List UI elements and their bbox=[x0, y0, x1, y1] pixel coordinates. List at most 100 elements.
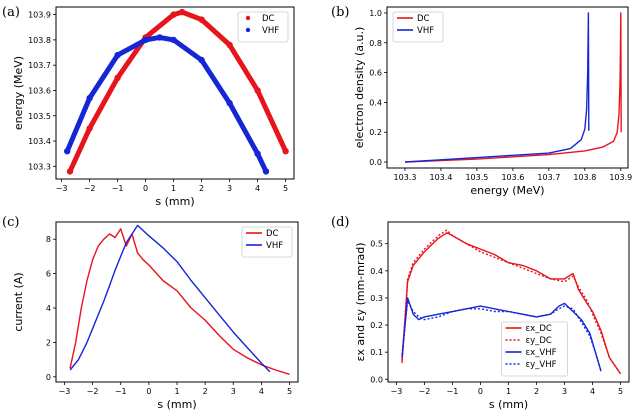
panel-b: (b) 103.3 103.4 103.5 103.6 103.7 103.8 103.9 0.… bbox=[331, 5, 632, 197]
y-axis-label: energy (MeV) bbox=[12, 56, 25, 130]
x-tick-label: 4 bbox=[590, 387, 595, 396]
x-tick-label: 5 bbox=[283, 184, 288, 193]
axes-frame-a bbox=[55, 6, 295, 180]
y-tick-label: 0.2 bbox=[370, 321, 383, 330]
x-tick-label: 103.6 bbox=[501, 173, 524, 182]
series-line-d-3 bbox=[401, 299, 602, 372]
legend-a: DC VHF bbox=[237, 11, 289, 43]
x-tick-label: 2 bbox=[534, 387, 539, 396]
legend-marker bbox=[245, 27, 251, 33]
series-line-d-1 bbox=[401, 229, 622, 375]
x-tick-label: −1 bbox=[115, 387, 127, 396]
panel-label-c: (c) bbox=[2, 215, 19, 230]
x-tick-label: 5 bbox=[287, 387, 292, 396]
x-tick-label: 3 bbox=[231, 387, 236, 396]
y-tick-label: 0 bbox=[46, 373, 51, 382]
x-tick-label: 3 bbox=[227, 184, 232, 193]
y-tick-label: 1.0 bbox=[369, 9, 382, 18]
y-tick-label: 0.8 bbox=[369, 39, 382, 48]
x-axis-label: s (mm) bbox=[155, 195, 194, 208]
x-tick-label: 1 bbox=[171, 184, 176, 193]
x-tick-label: 103.7 bbox=[537, 173, 560, 182]
x-tick-label: 1 bbox=[174, 387, 179, 396]
legend-label: VHF bbox=[262, 26, 279, 36]
legend-label: εy_DC bbox=[526, 336, 552, 346]
legend-box bbox=[501, 321, 568, 377]
y-tick-label: 103.4 bbox=[28, 137, 51, 146]
legend-c: DC VHF bbox=[241, 226, 293, 258]
panel-d: (d) −3 −2 −1 0 1 2 3 4 5 0.0 0.1 0.2 0.3 0.4 0.5 s (mm) ε… bbox=[331, 215, 630, 411]
y-tick-label: 103.9 bbox=[28, 11, 51, 20]
x-tick-label: 103.8 bbox=[573, 173, 596, 182]
x-axis-label: s (mm) bbox=[157, 398, 196, 411]
legend-label: VHF bbox=[266, 241, 283, 251]
y-tick-label: 4 bbox=[46, 304, 51, 313]
x-tick-label: −2 bbox=[84, 184, 96, 193]
x-tick-label: 103.9 bbox=[609, 173, 632, 182]
x-tick-label: 0 bbox=[478, 387, 483, 396]
x-tick-label: 4 bbox=[255, 184, 260, 193]
legend-label: εx_DC bbox=[526, 324, 552, 334]
y-tick-label: 8 bbox=[46, 235, 51, 244]
x-axis-label: s (mm) bbox=[489, 398, 528, 411]
y-tick-label: 0.0 bbox=[369, 158, 382, 167]
y-axis-label: current (A) bbox=[12, 272, 25, 331]
panel-a: (a) −3 −2 −1 0 1 2 3 4 5 103.3 103.4 103.5 103.6 103.7… bbox=[2, 5, 295, 208]
y-tick-label: 0.4 bbox=[370, 267, 383, 276]
legend-label: DC bbox=[266, 229, 279, 239]
y-tick-label: 2 bbox=[46, 338, 51, 347]
y-tick-label: 103.8 bbox=[28, 36, 51, 45]
panel-label-d: (d) bbox=[331, 215, 349, 230]
y-tick-label: 0.4 bbox=[369, 98, 382, 107]
legend-box bbox=[237, 11, 289, 43]
y-tick-label: 0.1 bbox=[370, 348, 383, 357]
x-tick-label: −3 bbox=[391, 387, 403, 396]
x-tick-label: −1 bbox=[447, 387, 459, 396]
x-tick-label: −2 bbox=[419, 387, 431, 396]
legend-label: εy_VHF bbox=[526, 360, 557, 370]
y-axis-label: electron density (a.u.) bbox=[353, 27, 366, 149]
x-tick-label: −3 bbox=[59, 387, 71, 396]
x-tick-label: 1 bbox=[506, 387, 511, 396]
series-line-b-1 bbox=[404, 12, 590, 163]
series-line-b-0 bbox=[404, 12, 622, 163]
x-tick-label: 2 bbox=[203, 387, 208, 396]
series-trace bbox=[67, 9, 289, 174]
x-tick-label: 2 bbox=[199, 184, 204, 193]
y-tick-label: 0.0 bbox=[370, 375, 383, 384]
x-tick-label: 0 bbox=[146, 387, 151, 396]
y-axis-label: εx and εy (mm-mrad) bbox=[354, 242, 367, 361]
legend-label: DC bbox=[262, 14, 275, 24]
x-tick-label: 103.3 bbox=[394, 173, 417, 182]
series-a-vhf bbox=[63, 34, 270, 175]
series-trace bbox=[64, 34, 269, 174]
x-tick-label: −3 bbox=[56, 184, 68, 193]
x-tick-label: 103.4 bbox=[430, 173, 453, 182]
axes-frame-b bbox=[386, 6, 629, 169]
y-tick-label: 0.3 bbox=[370, 294, 383, 303]
legend-box bbox=[392, 11, 444, 43]
y-tick-label: 103.5 bbox=[28, 112, 51, 121]
y-tick-label: 103.7 bbox=[28, 61, 51, 70]
x-tick-label: −1 bbox=[112, 184, 124, 193]
y-tick-label: 0.5 bbox=[370, 240, 383, 249]
legend-box bbox=[241, 226, 293, 258]
x-tick-label: 0 bbox=[143, 184, 148, 193]
panel-label-b: (b) bbox=[331, 5, 349, 20]
x-tick-label: 3 bbox=[562, 387, 567, 396]
x-tick-label: 103.5 bbox=[465, 173, 488, 182]
series-line-c-1 bbox=[69, 224, 271, 373]
legend-label: εx_VHF bbox=[526, 348, 557, 358]
legend-label: DC bbox=[417, 14, 430, 24]
legend-label: VHF bbox=[417, 26, 434, 36]
legend-d: εx_DC εy_DC εx_VHF εy_VHF bbox=[501, 321, 568, 377]
legend-b: DC VHF bbox=[392, 11, 444, 43]
legend-marker bbox=[245, 15, 251, 21]
y-tick-label: 0.6 bbox=[369, 69, 382, 78]
x-tick-label: 4 bbox=[259, 387, 264, 396]
y-tick-label: 6 bbox=[46, 270, 51, 279]
y-tick-label: 103.3 bbox=[28, 162, 51, 171]
x-tick-label: 5 bbox=[618, 387, 623, 396]
panel-c: (c) −3 −2 −1 0 1 2 3 4 5 0 2 4 6 8 s (mm) current (A) DC V… bbox=[2, 215, 299, 411]
